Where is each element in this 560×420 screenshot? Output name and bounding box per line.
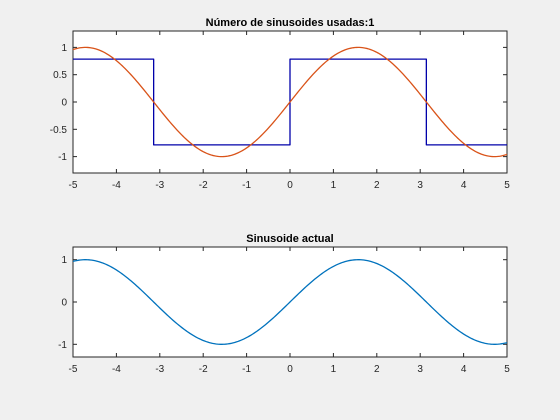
x-tick-label: 4 — [461, 364, 467, 375]
y-tick-label: 0 — [61, 98, 67, 109]
y-tick-label: 0 — [61, 298, 67, 309]
x-tick-label: 3 — [417, 364, 423, 375]
y-tick-label: -1 — [58, 152, 67, 163]
x-tick-label: -2 — [199, 364, 208, 375]
x-tick-label: 2 — [374, 180, 380, 191]
series-line-sine — [72, 259, 508, 345]
series-bottom — [72, 259, 508, 345]
x-tick-label: 0 — [287, 180, 293, 191]
x-tick-label: -4 — [112, 364, 121, 375]
subplot-top: Número de sinusoides usadas:1 -5 -4 -3 -2 -1… — [50, 17, 510, 191]
series-line-sine — [72, 46, 508, 158]
x-tick-label: -4 — [112, 180, 121, 191]
x-tick-label: 0 — [287, 364, 293, 375]
series-top — [72, 46, 508, 158]
y-tick-label: 1 — [61, 43, 67, 54]
x-tick-label: -3 — [155, 180, 164, 191]
subplot-bottom: Sinusoide actual -5 -4 -3 -2 -1 0 1 2 3 4 5 1 0 -1 — [58, 233, 510, 375]
x-tick-label: -1 — [242, 364, 251, 375]
y-tick-label: 1 — [61, 255, 67, 266]
x-tick-label: 2 — [374, 364, 380, 375]
x-tick-label: 5 — [504, 364, 510, 375]
x-tick-label: -5 — [69, 364, 78, 375]
y-tick-label: 0.5 — [53, 70, 67, 81]
y-tick-label: -1 — [58, 340, 67, 351]
x-tick-label: 1 — [331, 180, 337, 191]
x-tick-label: -5 — [69, 180, 78, 191]
x-tick-label: -2 — [199, 180, 208, 191]
x-tick-label: 3 — [417, 180, 423, 191]
x-tick-label: -3 — [155, 364, 164, 375]
ticks-top: -5 -4 -3 -2 -1 0 1 2 3 4 5 1 0.5 0 -0.5 -1 — [50, 31, 510, 191]
x-tick-label: 1 — [331, 364, 337, 375]
ticks-bottom: -5 -4 -3 -2 -1 0 1 2 3 4 5 1 0 -1 — [58, 247, 510, 375]
x-tick-label: 5 — [504, 180, 510, 191]
subplot-bottom-title: Sinusoide actual — [246, 233, 333, 245]
x-tick-label: 4 — [461, 180, 467, 191]
x-tick-label: -1 — [242, 180, 251, 191]
y-tick-label: -0.5 — [50, 125, 68, 136]
subplot-top-title: Número de sinusoides usadas:1 — [206, 17, 375, 29]
